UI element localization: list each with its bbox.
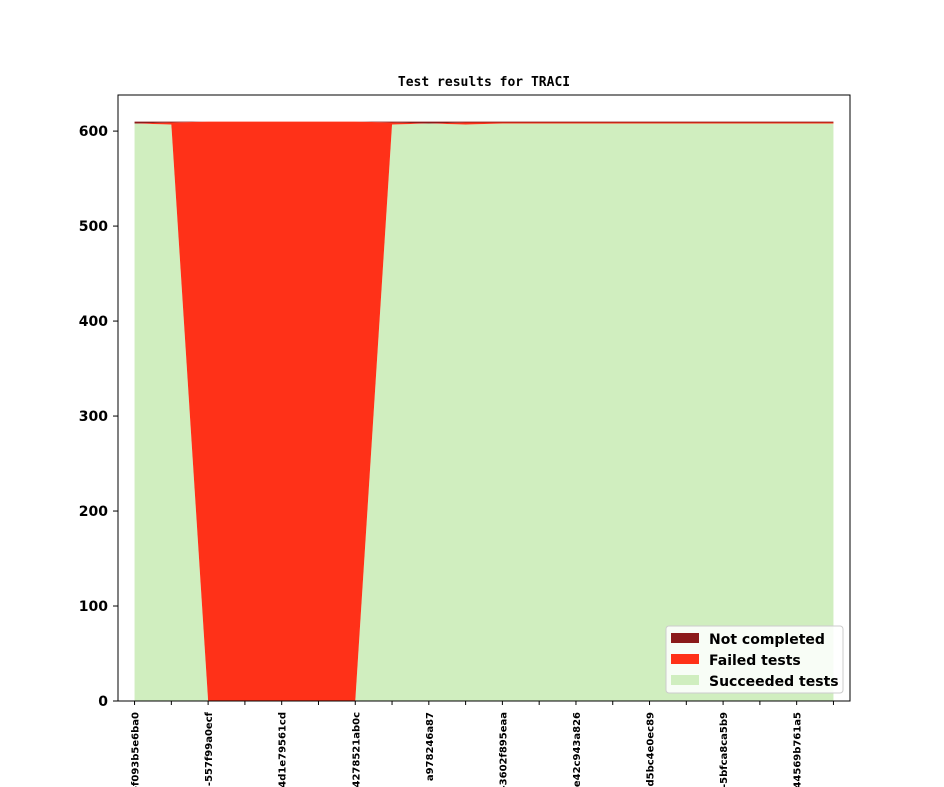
series-areas: [134, 121, 834, 702]
plot-frame: [117, 94, 851, 702]
y-axis: 0 100 200 300 400 500 600: [79, 124, 118, 710]
x-tick-label-9: 44569b761a5: [793, 712, 804, 787]
y-tick-label-4: 400: [79, 314, 108, 330]
x-tick-label-0: -f093b5e6ba0: [131, 712, 142, 787]
x-tick-label-8: -5bfca8ca5b9: [719, 712, 730, 787]
x-tick-label-7: d5bc4e0ec89: [646, 712, 657, 787]
legend-swatch-1: [671, 654, 699, 664]
legend-swatch-0: [671, 633, 699, 643]
legend-label-2: Succeeded tests: [709, 674, 839, 690]
y-tick-label-3: 300: [79, 409, 108, 425]
x-tick-label-3: 4278521ab0c: [351, 712, 362, 787]
x-tick-label-1: -557f99a0ecf: [204, 711, 215, 786]
x-axis: -f093b5e6ba0 -557f99a0ecf 4d1e79561cd 42785…: [131, 701, 834, 787]
y-tick-label-5: 500: [79, 219, 108, 235]
legend-label-1: Failed tests: [709, 653, 801, 669]
y-tick-label-0: 0: [98, 694, 108, 710]
legend-label-0: Not completed: [709, 632, 825, 648]
y-tick-label-6: 600: [79, 124, 108, 140]
legend: Not completed Failed tests Succeeded tests: [665, 625, 844, 694]
x-tick-label-5: -3602f895eaa: [498, 712, 509, 787]
y-tick-label-2: 200: [79, 504, 108, 520]
x-tick-label-6: e42c943a826: [572, 712, 583, 787]
area-series-2: [134, 121, 834, 124]
legend-swatch-2: [671, 675, 699, 685]
x-tick-label-4: a978246a87: [425, 712, 436, 781]
x-tick-label-2: 4d1e79561cd: [278, 712, 289, 787]
area-series-0: [134, 123, 834, 701]
y-tick-label-1: 100: [79, 599, 108, 615]
area-series-1: [134, 121, 834, 702]
chart-title: Test results for TRACI: [398, 75, 570, 90]
legend-box: [665, 625, 844, 694]
